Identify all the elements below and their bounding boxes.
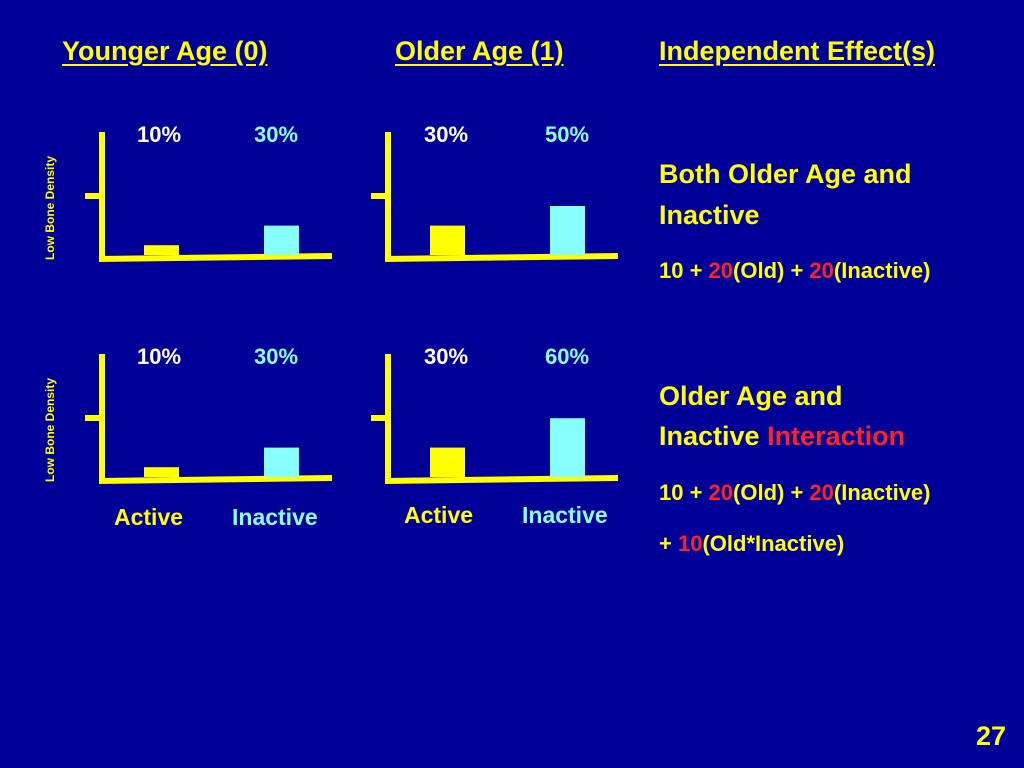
bar-inactive bbox=[550, 418, 585, 477]
x-label-inactive-younger: Inactive bbox=[232, 504, 318, 530]
x-axis bbox=[384, 475, 619, 484]
x-axis bbox=[384, 253, 619, 262]
data-label: 30% bbox=[424, 344, 469, 369]
data-label: 60% bbox=[545, 344, 590, 369]
x-axis bbox=[98, 475, 333, 484]
bar-inactive bbox=[264, 225, 299, 255]
data-label: 50% bbox=[545, 122, 590, 147]
data-label: 30% bbox=[424, 122, 469, 147]
bar-active bbox=[144, 467, 179, 477]
data-label: 30% bbox=[254, 344, 299, 369]
block2-title-line2: Inactive Interaction bbox=[659, 421, 906, 451]
chart-older-bottom bbox=[371, 354, 619, 484]
bar-active bbox=[430, 447, 465, 477]
bar-inactive bbox=[550, 206, 585, 255]
x-label-active-older: Active bbox=[404, 502, 474, 528]
x-label-active-younger: Active bbox=[114, 504, 184, 530]
y-axis-label-top: Low Bone Density bbox=[43, 155, 57, 260]
block2-formula-line2: + 10(Old*Inactive) bbox=[659, 531, 845, 556]
chart-younger-top bbox=[85, 132, 333, 262]
chart-older-top bbox=[371, 132, 619, 262]
heading-older-age: Older Age (1) bbox=[395, 36, 564, 66]
heading-independent-effects: Independent Effect(s) bbox=[659, 36, 936, 66]
y-axis-label-bottom: Low Bone Density bbox=[43, 377, 57, 482]
block1-title-line2: Inactive bbox=[659, 200, 760, 230]
data-label: 10% bbox=[137, 344, 182, 369]
x-axis bbox=[98, 253, 333, 262]
block2-formula-line1: 10 + 20(Old) + 20(Inactive) bbox=[659, 480, 931, 505]
block2-title-line1: Older Age and bbox=[659, 381, 843, 411]
chart-younger-bottom bbox=[85, 354, 333, 484]
bar-active bbox=[430, 225, 465, 255]
x-label-inactive-older: Inactive bbox=[522, 502, 608, 528]
page-number: 27 bbox=[976, 721, 1007, 751]
block1-formula: 10 + 20(Old) + 20(Inactive) bbox=[659, 258, 931, 283]
data-label: 10% bbox=[137, 122, 182, 147]
heading-younger-age: Younger Age (0) bbox=[62, 36, 268, 66]
block1-title-line1: Both Older Age and bbox=[659, 159, 912, 189]
bar-active bbox=[144, 245, 179, 255]
data-label: 30% bbox=[254, 122, 299, 147]
bar-inactive bbox=[264, 447, 299, 477]
